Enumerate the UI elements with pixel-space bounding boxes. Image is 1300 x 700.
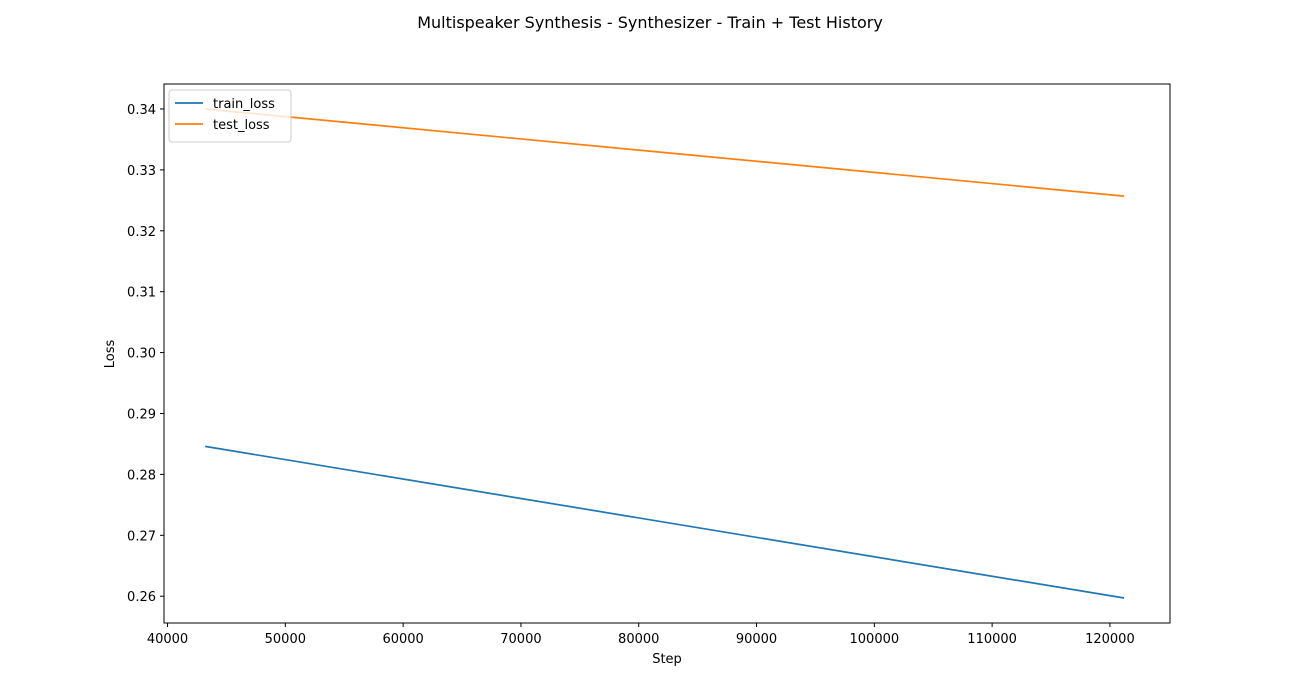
y-tick-label: 0.31 — [127, 286, 156, 301]
x-tick-label: 80000 — [618, 632, 659, 647]
y-tick-label: 0.30 — [127, 347, 156, 362]
y-tick-label: 0.28 — [127, 468, 156, 483]
plot-frame — [163, 83, 1171, 624]
y-tick-label: 0.34 — [127, 103, 156, 118]
legend-label-train-loss: train_loss — [213, 97, 275, 112]
x-tick-label: 120000 — [1085, 632, 1135, 647]
y-tick-label: 0.26 — [127, 590, 156, 605]
legend-label-test-loss: test_loss — [213, 118, 270, 133]
series-line-test-loss — [205, 108, 1125, 197]
x-axis: 40000 50000 60000 70000 80000 90000 100000 1100… — [147, 623, 1135, 647]
x-tick-label: 100000 — [850, 632, 900, 647]
y-tick-label: 0.32 — [127, 225, 156, 240]
y-axis: 0.26 0.27 0.28 0.29 0.30 0.31 0.32 0.33 0.34 — [127, 103, 164, 605]
x-tick-label: 50000 — [265, 632, 306, 647]
y-axis-label: Loss — [103, 340, 118, 369]
series-line-train-loss — [205, 445, 1125, 599]
x-tick-label: 60000 — [382, 632, 423, 647]
chart-title: Multispeaker Synthesis - Synthesizer - T… — [417, 13, 883, 32]
x-tick-label: 40000 — [147, 632, 188, 647]
y-tick-label: 0.33 — [127, 164, 156, 179]
plot-area — [164, 84, 1170, 623]
x-tick-label: 90000 — [736, 632, 777, 647]
series-layer — [205, 108, 1125, 599]
x-axis-label: Step — [652, 652, 682, 667]
legend: train_loss test_loss — [168, 89, 292, 143]
x-tick-label: 70000 — [500, 632, 541, 647]
y-tick-label: 0.29 — [127, 407, 156, 422]
y-tick-label: 0.27 — [127, 529, 156, 544]
x-tick-label: 110000 — [967, 632, 1017, 647]
